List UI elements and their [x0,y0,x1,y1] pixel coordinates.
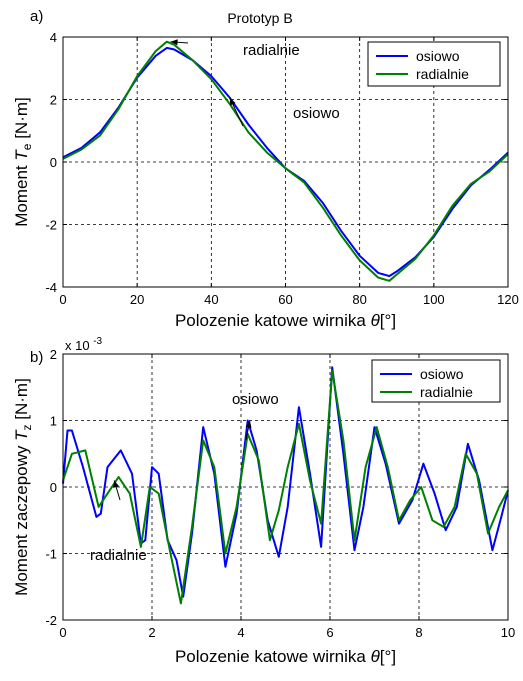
x-tick-label: 2 [148,625,155,640]
y-tick-label: 0 [50,155,57,170]
legend-box [371,359,501,403]
chart-b: 0 2 4 6 8 10 -2 -1 0 1 2 osiowo radialnie osiowo radia… [12,336,515,666]
annotation-text: radialnie [90,547,147,564]
chart-title: Prototyp B [227,10,292,26]
annotation-arrowhead [113,480,120,488]
legend-label-osiowo: osiowo [420,366,464,382]
y-axis-title: Moment Te [N·m] [12,97,34,227]
series-line-radialnie [62,40,509,282]
annotation-text: osiowo [232,391,279,408]
annotation-arrowhead [245,420,252,428]
y-tick-label: 2 [50,347,57,362]
x-tick-label: 6 [326,625,333,640]
axes-box [62,353,509,621]
x-tick-label: 0 [59,625,66,640]
axes-box [62,36,509,288]
panel-label: a) [30,8,43,25]
x-tick-label: 40 [204,292,218,307]
panel-label: b) [30,349,43,366]
legend-box [367,41,501,87]
x-axis-title: Polozenie katowe wirnika θ[°] [175,311,396,330]
y-tick-label: -4 [45,280,57,295]
legend-label-osiowo: osiowo [416,48,460,64]
annotation-text: osiowo [293,105,340,122]
x-tick-label: 80 [352,292,366,307]
series-line-radialnie [62,369,509,605]
y-tick-label: -2 [45,613,57,628]
y-axis-title: Moment zaczepowy Tz [N·m] [12,378,34,596]
y-tick-label: -2 [45,218,57,233]
legend-label-radialnie: radialnie [416,66,469,82]
y-tick-label: 4 [50,30,57,45]
x-tick-label: 120 [497,292,519,307]
x-tick-label: 20 [130,292,144,307]
annotation-arrowhead [170,39,178,46]
annotation-text: radialnie [243,42,300,59]
x-tick-label: 60 [278,292,292,307]
x-tick-label: 10 [501,625,515,640]
y-tick-label: 1 [50,414,57,429]
y-tick-label: 0 [50,480,57,495]
x-axis-title: Polozenie katowe wirnika θ[°] [175,647,396,666]
annotation-arrowhead [229,97,236,106]
exponent-label: x 10 -3 [65,336,103,353]
x-tick-label: 4 [237,625,244,640]
legend-label-radialnie: radialnie [420,384,473,400]
x-tick-label: 0 [59,292,66,307]
y-tick-label: -1 [45,547,57,562]
x-tick-label: 8 [415,625,422,640]
chart-a: 0 20 40 60 80 100 120 -4 -2 0 2 4 osiowo radialnie rad… [12,8,519,330]
y-tick-label: 2 [50,93,57,108]
x-tick-label: 100 [423,292,445,307]
